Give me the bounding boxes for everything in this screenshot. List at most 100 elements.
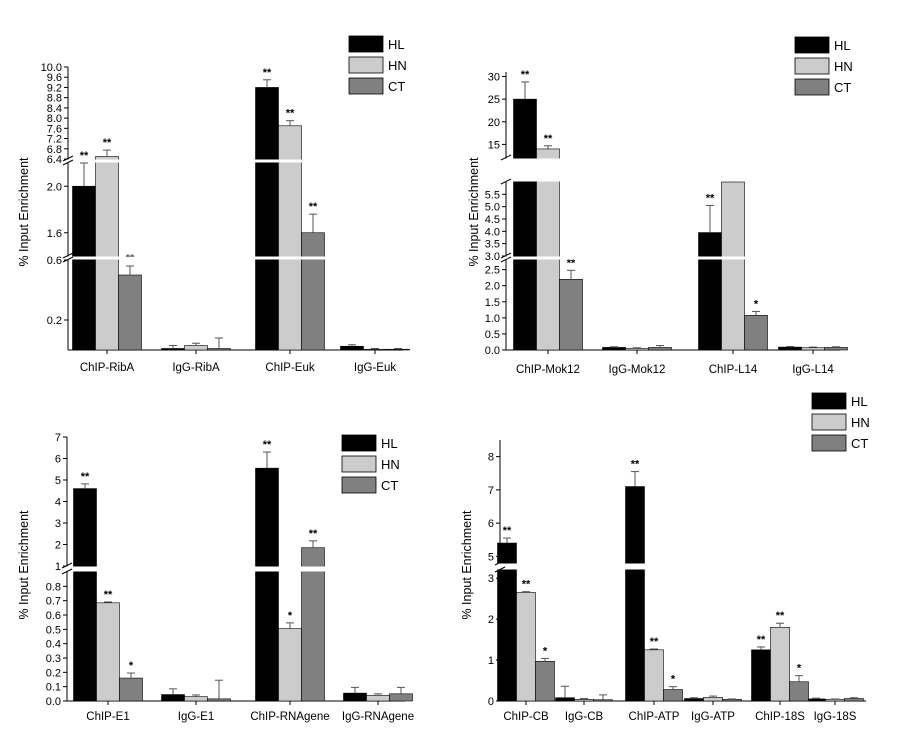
significance-marker: ** xyxy=(567,257,576,269)
significance-marker: ** xyxy=(706,192,715,204)
axis-break-mark xyxy=(61,562,73,569)
x-category-label: ChIP-ATP xyxy=(629,711,680,723)
significance-marker: ** xyxy=(309,201,318,213)
axis-break-gap xyxy=(500,256,842,260)
legend-label: HL xyxy=(388,37,405,52)
significance-marker: * xyxy=(754,298,759,310)
axis-break-mark xyxy=(61,568,73,575)
axis-break-gap xyxy=(62,159,405,163)
bar-hn xyxy=(96,602,120,702)
y-tick-label: 2.0 xyxy=(47,181,62,193)
bar-hn xyxy=(363,348,387,351)
legend-label: CT xyxy=(388,79,405,94)
y-tick-label: 5.0 xyxy=(485,202,500,214)
bar-hn xyxy=(721,181,745,351)
bar-hn xyxy=(184,696,208,702)
bar-hl xyxy=(625,486,645,702)
y-tick-label: 2 xyxy=(488,614,494,626)
bar-hl xyxy=(778,346,802,351)
y-tick-label: 15 xyxy=(488,139,500,151)
legend-label: CT xyxy=(834,80,851,95)
x-category-label: IgG-Euk xyxy=(354,362,396,374)
chart-panel-bottom-right: 0 1 2 3 5 6 7 8 ChIP-CB IgG-CB ChIP-ATP IgG-ATP ChIP… xyxy=(460,392,870,723)
y-tick-label: 1 xyxy=(488,655,494,667)
legend-label: HN xyxy=(834,59,853,74)
y-tick-label: 7.6 xyxy=(47,123,62,135)
significance-marker: ** xyxy=(104,589,113,601)
y-tick-label: 4.0 xyxy=(485,226,500,238)
y-axis-label: % Input Enrichment xyxy=(17,157,31,267)
significance-marker: * xyxy=(543,645,548,657)
legend-swatch-ct xyxy=(348,77,384,95)
bar-hn xyxy=(366,694,390,702)
bar-ct xyxy=(207,348,231,351)
axis-break-mark xyxy=(62,256,74,263)
bar-hl xyxy=(751,649,771,702)
axis-break-mark xyxy=(500,178,512,185)
significance-marker: ** xyxy=(522,579,531,591)
bar-hn xyxy=(644,649,664,702)
bar-hl xyxy=(255,467,279,702)
x-category-label: ChIP-L14 xyxy=(709,364,758,376)
y-tick-label: 20 xyxy=(488,117,500,129)
axis-break-mark xyxy=(62,155,74,162)
significance-marker: * xyxy=(671,674,676,686)
legend-swatch-hn xyxy=(794,57,830,75)
legend-swatch-hl xyxy=(341,434,377,452)
significance-marker: ** xyxy=(631,459,640,471)
x-category-label: ChIP-RNAgene xyxy=(250,711,329,723)
y-axis-label: % Input Enrichment xyxy=(460,510,474,620)
y-tick-label: 0.1 xyxy=(46,682,61,694)
significance-marker: ** xyxy=(263,439,272,451)
bar-hn xyxy=(516,592,536,702)
axis-break-mark xyxy=(500,252,512,259)
bar-hl xyxy=(255,87,279,351)
bar-hl xyxy=(684,698,704,702)
y-tick-label: 0.6 xyxy=(47,255,62,267)
significance-marker: * xyxy=(797,663,802,675)
y-tick-label: 3.0 xyxy=(485,251,500,263)
axis-break-mark xyxy=(494,559,506,566)
significance-marker: ** xyxy=(757,634,766,646)
y-tick-label: 0.4 xyxy=(46,639,61,651)
y-tick-label: 7 xyxy=(488,485,494,497)
legend-label: HN xyxy=(388,58,407,73)
bar-hl xyxy=(73,488,97,702)
y-tick-label: 10.0 xyxy=(41,62,62,74)
x-category-label: IgG-E1 xyxy=(178,711,214,723)
y-tick-label: 3 xyxy=(55,518,61,530)
bar-ct xyxy=(824,347,848,351)
y-tick-label: 6.8 xyxy=(47,144,62,156)
x-category-label: IgG-RNAgene xyxy=(342,711,414,723)
legend-label: HL xyxy=(834,38,851,53)
bar-hl xyxy=(698,232,722,351)
y-tick-label: 9.2 xyxy=(47,82,62,94)
bar-ct xyxy=(207,698,231,702)
axis-break-gap xyxy=(62,256,405,260)
significance-marker: ** xyxy=(80,150,89,162)
bar-hn xyxy=(770,627,790,702)
y-tick-label: 8.8 xyxy=(47,93,62,105)
bar-hl xyxy=(340,345,364,351)
bar-ct xyxy=(386,348,410,351)
y-tick-label: 5.5 xyxy=(485,189,500,201)
legend-swatch-hl xyxy=(348,35,384,53)
y-tick-label: 0.2 xyxy=(46,667,61,679)
x-category-label: ChIP-Euk xyxy=(265,362,314,374)
legend-label: CT xyxy=(851,436,868,451)
legend-label: HN xyxy=(851,415,870,430)
y-tick-label: 25 xyxy=(488,94,500,106)
x-category-label: IgG-L14 xyxy=(792,364,834,376)
significance-marker: ** xyxy=(309,528,318,540)
bar-hl xyxy=(72,185,96,351)
y-tick-label: 5 xyxy=(55,475,61,487)
bar-ct xyxy=(722,699,742,702)
y-tick-label: 0.7 xyxy=(46,596,61,608)
bar-hl xyxy=(806,698,826,702)
bar-hn xyxy=(825,699,845,702)
bar-hl xyxy=(555,697,575,702)
x-category-label: IgG-ATP xyxy=(691,711,735,723)
y-tick-label: 0 xyxy=(488,696,494,708)
significance-marker: ** xyxy=(103,137,112,149)
y-tick-label: 6 xyxy=(488,518,494,530)
